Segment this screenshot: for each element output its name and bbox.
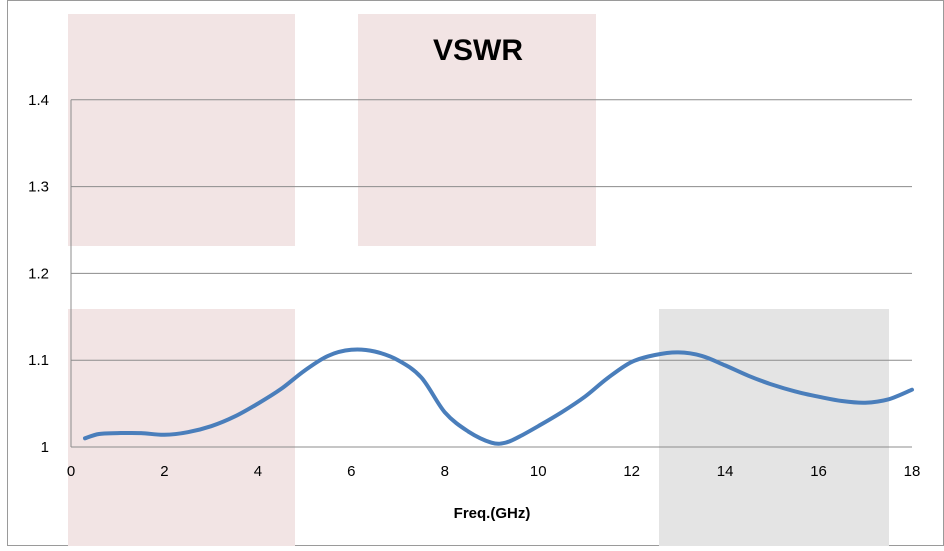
- x-tick-label: 4: [254, 463, 262, 480]
- shaded-regions: [68, 14, 889, 546]
- y-tick-label: 1.4: [28, 92, 49, 109]
- x-tick-label: 12: [623, 463, 640, 480]
- x-tick-label: 16: [810, 463, 827, 480]
- x-tick-label: 2: [160, 463, 168, 480]
- y-tick-label: 1.3: [28, 179, 49, 196]
- x-tick-label: 14: [717, 463, 734, 480]
- gridlines: [71, 99, 912, 361]
- shade-bottom-left: [68, 309, 295, 546]
- axes: [70, 99, 912, 448]
- y-tick-label: 1: [41, 439, 49, 456]
- x-tick-labels: 0 2 4 6 8 10 12 14 16 18: [67, 463, 921, 480]
- series-line-vswr: [83, 347, 914, 446]
- x-tick-label: 18: [904, 463, 921, 480]
- y-tick-label: 1.1: [28, 352, 49, 369]
- x-tick-label: 6: [347, 463, 355, 480]
- y-tick-labels: 1 1.1 1.2 1.3 1.4: [28, 92, 49, 456]
- shade-bottom-right: [659, 309, 889, 546]
- x-tick-label: 0: [67, 463, 75, 480]
- shade-top-left: [68, 14, 295, 246]
- x-tick-label: 8: [441, 463, 449, 480]
- y-tick-label: 1.2: [28, 265, 49, 282]
- chart-title: VSWR: [433, 34, 523, 67]
- x-tick-label: 10: [530, 463, 547, 480]
- x-axis-label: Freq.(GHz): [454, 505, 531, 522]
- shade-title-box: [358, 14, 596, 246]
